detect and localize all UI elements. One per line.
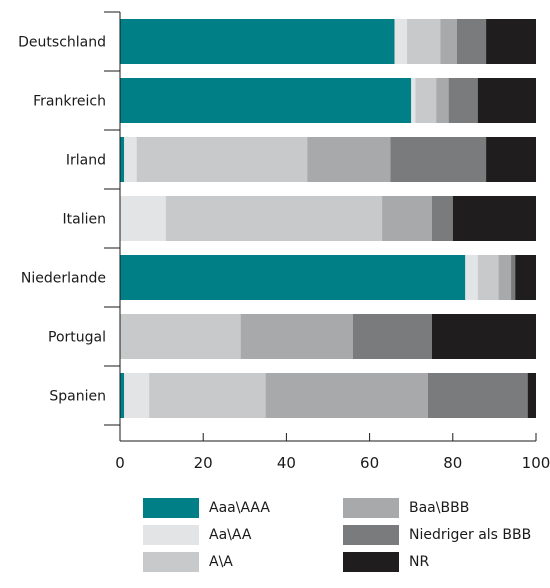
bar-spanien-series-3: [265, 373, 428, 418]
category-label: Spanien: [49, 389, 106, 405]
x-tick-label: 20: [194, 454, 213, 472]
bar-irland-series-5: [486, 137, 536, 182]
bar-spanien-series-0: [120, 373, 125, 418]
bar-deutschland-series-1: [394, 19, 408, 64]
x-tick-label: 40: [277, 454, 296, 472]
bar-spanien-series-2: [149, 373, 266, 418]
bar-niederlande-series-2: [477, 255, 499, 300]
x-tick-label: 80: [443, 454, 462, 472]
bar-deutschland-series-0: [120, 19, 395, 64]
bar-portugal-series-2: [120, 314, 241, 359]
bar-irland-series-3: [307, 137, 391, 182]
bar-frankreich-series-0: [120, 78, 412, 123]
category-label: Italien: [63, 212, 106, 228]
bar-portugal-series-3: [240, 314, 353, 359]
bar-italien-series-3: [382, 196, 432, 241]
category-label: Deutschland: [18, 35, 106, 51]
bar-portugal-series-5: [432, 314, 536, 359]
category-label: Irland: [66, 153, 106, 169]
bars-group: [120, 19, 536, 418]
bar-irland-series-1: [124, 137, 137, 182]
bar-niederlande-series-3: [498, 255, 512, 300]
labels-group: Deutschland Frankreich Irland Italien Nieder…: [18, 35, 550, 473]
bar-spanien-series-4: [427, 373, 528, 418]
bar-spanien-series-5: [527, 373, 536, 418]
bar-italien-series-2: [165, 196, 383, 241]
bar-italien-series-4: [432, 196, 453, 241]
category-label: Niederlande: [21, 271, 106, 287]
bar-frankreich-series-1: [411, 78, 416, 123]
bar-niederlande-series-4: [511, 255, 516, 300]
bar-irland-series-4: [390, 137, 487, 182]
bar-spanien-series-1: [124, 373, 150, 418]
category-label: Frankreich: [33, 94, 106, 110]
bar-deutschland-series-2: [407, 19, 441, 64]
bar-niederlande-series-0: [120, 255, 466, 300]
bar-portugal-series-4: [352, 314, 432, 359]
bar-frankreich-series-4: [448, 78, 478, 123]
bar-niederlande-series-5: [515, 255, 536, 300]
bar-niederlande-series-1: [465, 255, 478, 300]
category-label: Portugal: [48, 330, 106, 346]
bar-italien-series-1: [120, 196, 166, 241]
x-tick-label: 100: [522, 454, 550, 472]
bar-frankreich-series-5: [477, 78, 536, 123]
bar-italien-series-5: [452, 196, 536, 241]
x-tick-label: 0: [115, 454, 125, 472]
bar-frankreich-series-2: [415, 78, 437, 123]
x-tick-label: 60: [360, 454, 379, 472]
bar-deutschland-series-3: [440, 19, 457, 64]
bar-irland-series-0: [120, 137, 125, 182]
bar-deutschland-series-4: [456, 19, 487, 64]
bar-deutschland-series-5: [486, 19, 536, 64]
bar-irland-series-2: [136, 137, 308, 182]
axes-group: [104, 11, 537, 442]
bar-frankreich-series-3: [436, 78, 449, 123]
